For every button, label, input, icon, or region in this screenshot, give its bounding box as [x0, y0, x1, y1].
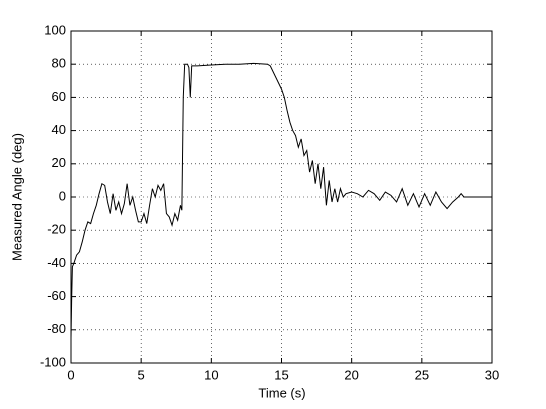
y-tick-label: -60 — [47, 288, 66, 303]
plot-frame — [70, 30, 493, 364]
y-tick-label: -100 — [40, 354, 66, 369]
y-tick-label: 40 — [52, 122, 66, 137]
y-tick-label: -20 — [47, 222, 66, 237]
y-tick-label: -80 — [47, 321, 66, 336]
y-tick-label: 60 — [52, 89, 66, 104]
y-axis-label: Measured Angle (deg) — [9, 133, 24, 261]
x-tick-label: 15 — [274, 367, 288, 382]
x-tick-label: 0 — [67, 367, 74, 382]
y-tick-label: 0 — [59, 188, 66, 203]
x-tick-label: 30 — [485, 367, 499, 382]
x-tick-label: 25 — [415, 367, 429, 382]
y-tick-label: 80 — [52, 56, 66, 71]
x-tick-label: 5 — [138, 367, 145, 382]
y-tick-label: -40 — [47, 255, 66, 270]
x-tick-label: 10 — [204, 367, 218, 382]
data-line — [70, 62, 492, 339]
y-tick-label: 20 — [52, 155, 66, 170]
x-tick-label: 20 — [344, 367, 358, 382]
x-axis-label: Time (s) — [258, 385, 305, 400]
y-tick-label: 100 — [44, 22, 66, 37]
